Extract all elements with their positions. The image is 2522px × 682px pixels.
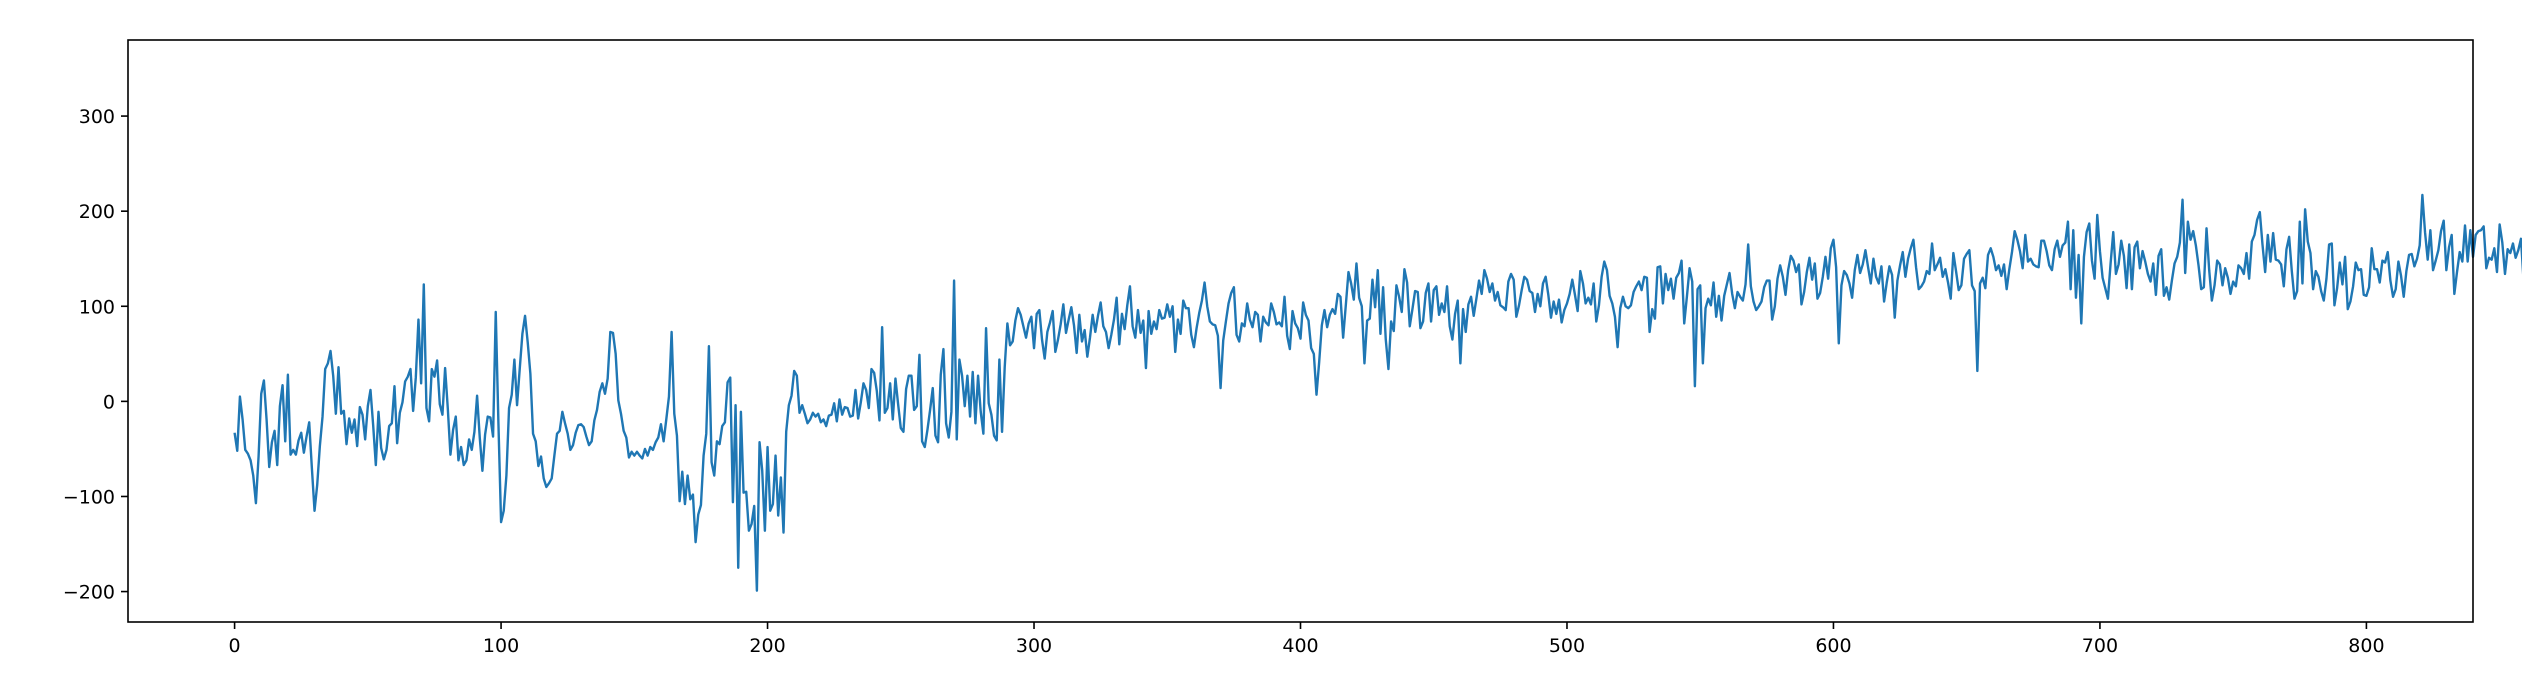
x-tick-label: 600	[1815, 635, 1851, 657]
x-tick-label: 400	[1282, 635, 1318, 657]
x-tick-label: 300	[1016, 635, 1052, 657]
y-axis-ticks: −200 −100 0 100 200 300	[63, 106, 128, 604]
x-tick-label: 100	[483, 635, 519, 657]
x-tick-label: 200	[749, 635, 785, 657]
y-tick-label: 100	[79, 296, 115, 318]
y-tick-label: −100	[63, 486, 115, 508]
data-layer	[233, 193, 2522, 592]
x-axis-ticks: 0 100 200 300 400 500 600 700 800	[229, 622, 2385, 657]
series-line-0	[233, 193, 2522, 592]
y-tick-label: 200	[79, 201, 115, 223]
x-tick-label: 700	[2082, 635, 2118, 657]
y-tick-label: 0	[103, 391, 115, 413]
y-tick-label: −200	[63, 582, 115, 604]
x-tick-label: 500	[1549, 635, 1585, 657]
x-tick-label: 800	[2348, 635, 2384, 657]
y-tick-label: 300	[79, 106, 115, 128]
x-tick-label: 0	[229, 635, 241, 657]
